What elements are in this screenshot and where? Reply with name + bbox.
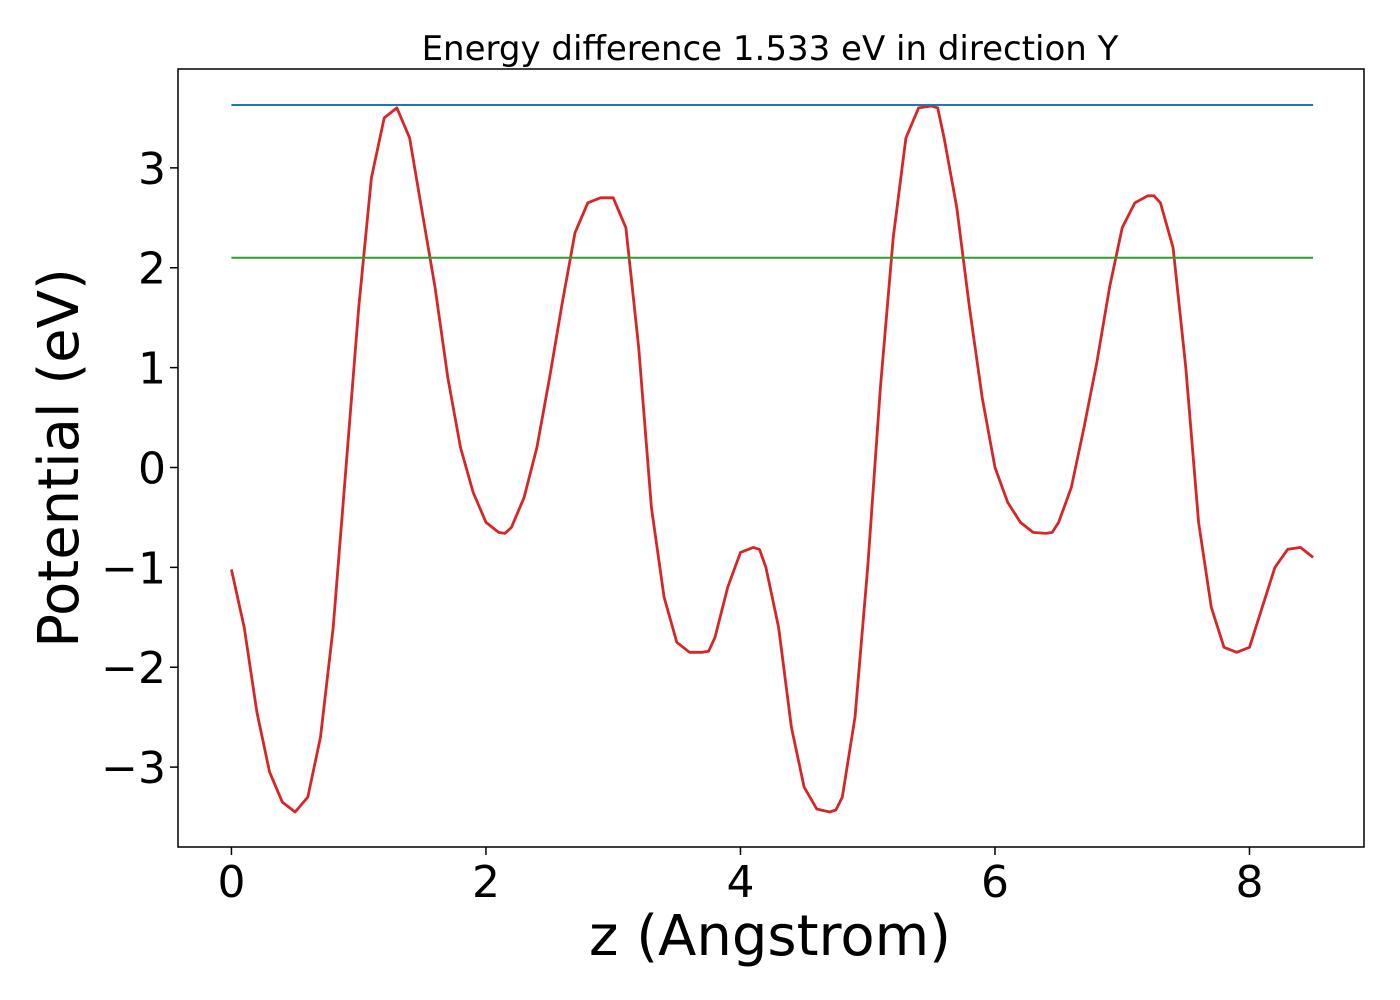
chart-title: Energy difference 1.533 eV in direction … bbox=[422, 29, 1119, 69]
plot-frame bbox=[177, 68, 1365, 848]
x-tick-label: 6 bbox=[981, 857, 1009, 908]
x-tick-label: 4 bbox=[726, 857, 754, 908]
y-tick-label: 3 bbox=[138, 144, 166, 195]
x-tick-label: 2 bbox=[472, 857, 500, 908]
y-axis-ticks: −3 −2 −1 0 1 2 3 bbox=[101, 144, 178, 794]
y-tick-label: −3 bbox=[101, 743, 166, 794]
x-tick-label: 0 bbox=[217, 857, 245, 908]
y-tick-label: 2 bbox=[138, 244, 166, 295]
x-axis-ticks: 0 2 4 6 8 bbox=[217, 847, 1263, 908]
x-axis-label: z (Angstrom) bbox=[589, 904, 951, 969]
x-tick-label: 8 bbox=[1235, 857, 1263, 908]
series-layer bbox=[230, 104, 1314, 814]
y-tick-label: −2 bbox=[101, 643, 166, 694]
series-line-0 bbox=[230, 104, 1314, 814]
y-axis-label: Potential (eV) bbox=[27, 268, 92, 648]
y-tick-label: 1 bbox=[138, 344, 166, 395]
y-tick-label: 0 bbox=[138, 443, 166, 494]
y-tick-label: −1 bbox=[101, 543, 166, 594]
